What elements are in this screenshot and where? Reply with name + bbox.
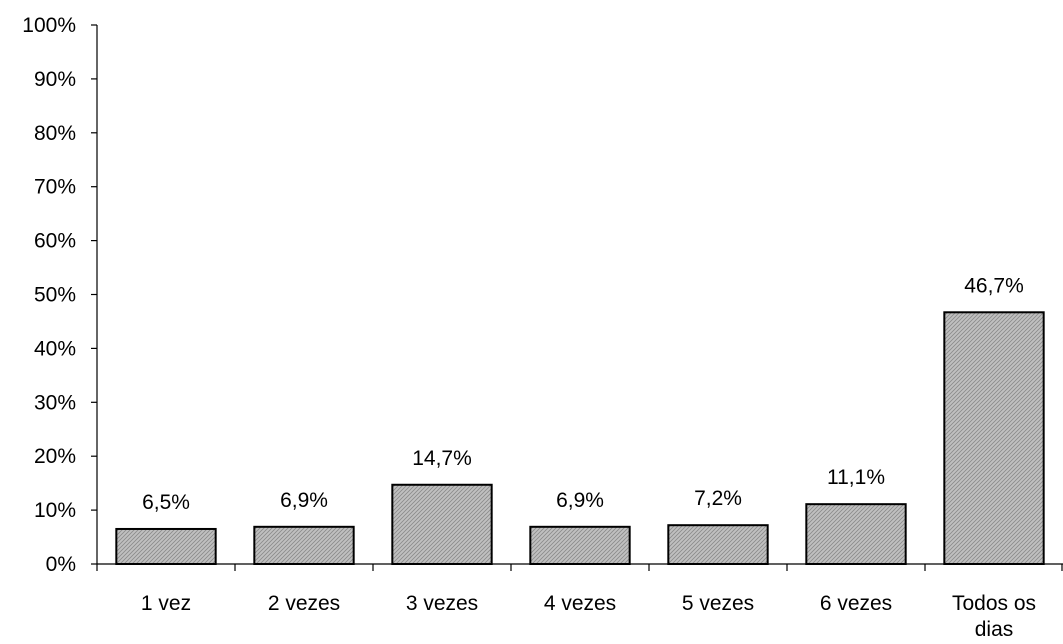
bar-value-label: 46,7% (964, 274, 1024, 297)
y-tick-label: 90% (34, 68, 76, 91)
bar-value-label: 11,1% (827, 466, 885, 489)
y-tick-label: 40% (34, 337, 76, 360)
x-tick-label-line: 1 vez (141, 592, 191, 615)
bar (529, 525, 631, 566)
y-tick-label: 80% (34, 122, 76, 145)
bar (667, 524, 769, 566)
bar (115, 527, 217, 566)
x-tick-label: 5 vezes (682, 592, 754, 615)
x-tick-label-line: 3 vezes (406, 592, 478, 615)
y-tick-label: 10% (34, 499, 76, 522)
y-tick-label: 0% (46, 553, 76, 576)
bar-value-label: 6,9% (280, 489, 328, 512)
bar-value-label: 6,5% (142, 491, 190, 514)
x-tick-label-line: 2 vezes (268, 592, 340, 615)
y-tick-label: 70% (34, 176, 76, 199)
bar-value-label: 14,7% (412, 447, 472, 470)
x-tick-label-line: Todos os (952, 592, 1036, 615)
x-tick-label: Todos os dias (952, 592, 1036, 641)
x-tick-label: 1 vez (141, 592, 191, 615)
y-tick-label: 100% (22, 14, 76, 37)
y-tick-label: 30% (34, 391, 76, 414)
x-tick-label: 4 vezes (544, 592, 616, 615)
y-tick-label: 60% (34, 230, 76, 253)
x-tick-label-line: 5 vezes (682, 592, 754, 615)
x-tick-label: 3 vezes (406, 592, 478, 615)
x-axis: 1 vez 2 vezes 3 vezes 4 vezes 5 vezes 6 vezes… (96, 563, 1063, 641)
bar (253, 525, 355, 566)
x-tick-label-line: dias (975, 618, 1014, 641)
x-tick-label-line: 4 vezes (544, 592, 616, 615)
x-tick-label-line: 6 vezes (820, 592, 892, 615)
bar (391, 483, 493, 565)
bar (805, 503, 907, 565)
x-tick-label: 2 vezes (268, 592, 340, 615)
bars (115, 311, 1045, 566)
y-tick-label: 20% (34, 445, 76, 468)
bar-value-label: 6,9% (556, 489, 604, 512)
bar (943, 311, 1045, 565)
bar-value-label: 7,2% (694, 487, 742, 510)
x-tick-label: 6 vezes (820, 592, 892, 615)
y-tick-label: 50% (34, 284, 76, 307)
data-labels: 6,5% 6,9% 14,7% 6,9% 7,2% 11,1% 46,7% (142, 274, 1024, 514)
y-axis: 0% 10% 20% 30% 40% 50% 60% 70% 80% 90% 100% (22, 14, 98, 576)
